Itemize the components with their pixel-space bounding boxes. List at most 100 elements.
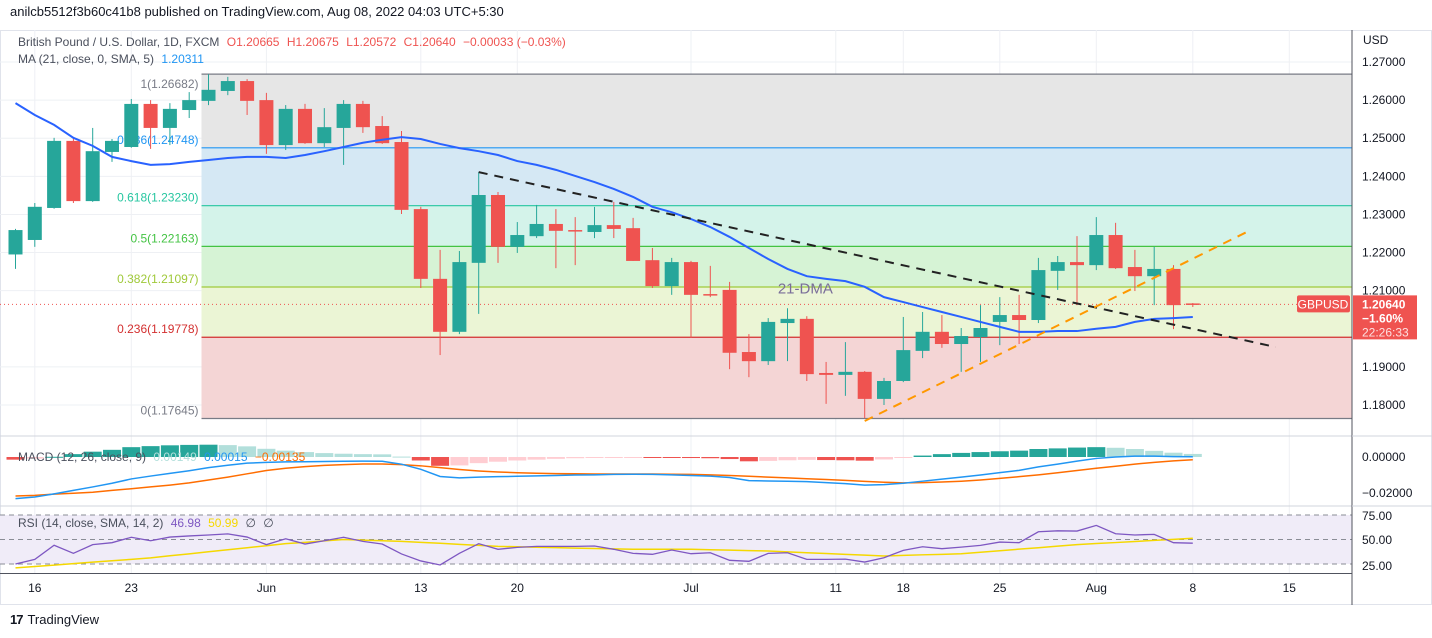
time-axis-label: 8 [1189,581,1196,595]
rsi-sma-value: 50.99 [208,516,239,530]
candle [857,371,872,419]
rsi-axis-tick: 50.00 [1362,533,1392,547]
candle [85,127,100,202]
last-price-tag [1353,295,1417,340]
price-axis-tick: 1.22000 [1362,246,1406,260]
macd-histogram-bar [218,445,237,457]
candle [8,228,23,269]
macd-histogram-bar [6,457,25,460]
macd-histogram-bar [546,457,565,459]
time-axis-label: 13 [414,581,428,595]
macd-histogram-bar [199,444,218,457]
candle-body [452,262,467,332]
macd-histogram-bar [566,457,585,459]
candle [1050,255,1065,290]
price-axis-tick: 1.19000 [1362,360,1406,374]
candle [664,257,679,295]
candle [298,103,312,144]
macd-histogram-bar [1183,453,1202,457]
candle-body [741,352,756,362]
candle [124,98,139,148]
candle [413,206,428,288]
candle-body [8,230,23,255]
candle-body [1050,262,1065,271]
candle-body [240,81,255,101]
macd-histogram-bar [103,449,121,457]
macd-pane [6,444,1202,500]
macd-axis-tick: −0.02000 [1362,486,1413,500]
macd-histogram-bar [585,457,604,458]
rsi-axis-tick: 25.00 [1362,559,1392,573]
price-axis-tick: 1.23000 [1362,207,1406,221]
macd-histogram-bar [604,457,623,458]
trendline-support [864,229,1252,422]
main-legend: British Pound / U.S. Dollar, 1D, FXCM O1… [18,35,570,49]
candle [433,249,448,356]
macd-histogram-bar [392,456,411,458]
macd-histogram-bar [508,457,527,461]
candle [162,103,177,146]
candle-body [973,328,988,338]
candle-body [548,223,563,231]
rsi-label: RSI (14, close, SMA, 14, 2) [18,516,164,530]
candle [27,203,42,247]
candle [47,137,62,209]
candle-body [85,151,100,202]
macd-histogram-bar [1145,450,1164,457]
macd-histogram-bar [817,457,836,461]
macd-histogram-bar [257,448,276,457]
macd-histogram-bar [894,457,913,458]
candle [954,328,969,372]
candle-body [491,195,505,247]
candle-body [1108,235,1123,269]
candle-body [182,100,197,111]
fib-zone [201,246,1352,287]
candle [1070,236,1084,306]
fib-zone [201,286,1352,338]
candles [8,74,1200,419]
candle-body [220,81,235,91]
candle [394,130,409,215]
price-axis-tick: 1.25000 [1362,131,1406,145]
candle [896,316,911,383]
candle [1147,246,1162,306]
macd-histogram-bar [797,457,816,460]
candle-body [394,142,409,210]
candle-body [819,372,834,375]
candle-body [47,140,62,208]
candle [606,201,621,239]
time-axis-label: 16 [28,581,42,595]
macd-histogram-bar [739,457,758,462]
macd-histogram-bar [141,446,160,457]
macd-histogram-bar [373,454,392,457]
time-axis-label: Jun [257,581,276,595]
candle [66,137,81,204]
macd-histogram-bar [1068,447,1086,457]
time-axis-label: Jul [683,581,698,595]
macd-histogram-bar [489,457,507,462]
macd-histogram-bar [720,457,739,460]
candle [355,100,370,133]
price-axis-tick: 1.21000 [1362,284,1406,298]
candle [105,138,119,162]
candle [1108,222,1123,269]
macd-histogram-bar [1010,450,1029,457]
bar-countdown: 22:26:33 [1362,325,1409,339]
macd-histogram-bar [875,457,893,460]
macd-histogram-bar [527,457,546,460]
candle-body [1185,303,1200,305]
symbol-tag-label: GBPUSD [1298,297,1349,311]
candle-body [799,318,814,375]
trendlines: 21-DMA [478,171,1277,422]
candle-body [1070,262,1084,266]
macd-histogram-bar [315,453,334,457]
macd-histogram-bar [682,457,700,459]
candle-body [896,350,911,381]
candle [529,204,544,239]
dma-annotation: 21-DMA [778,281,833,298]
fib-level-label: 0.618(1.23230) [117,191,198,205]
macd-histogram-bar [701,457,720,459]
candle [278,105,293,151]
axes: USD 1.27000 1.26000 1.25000 1.24000 1.23000 1.… [0,30,1432,605]
